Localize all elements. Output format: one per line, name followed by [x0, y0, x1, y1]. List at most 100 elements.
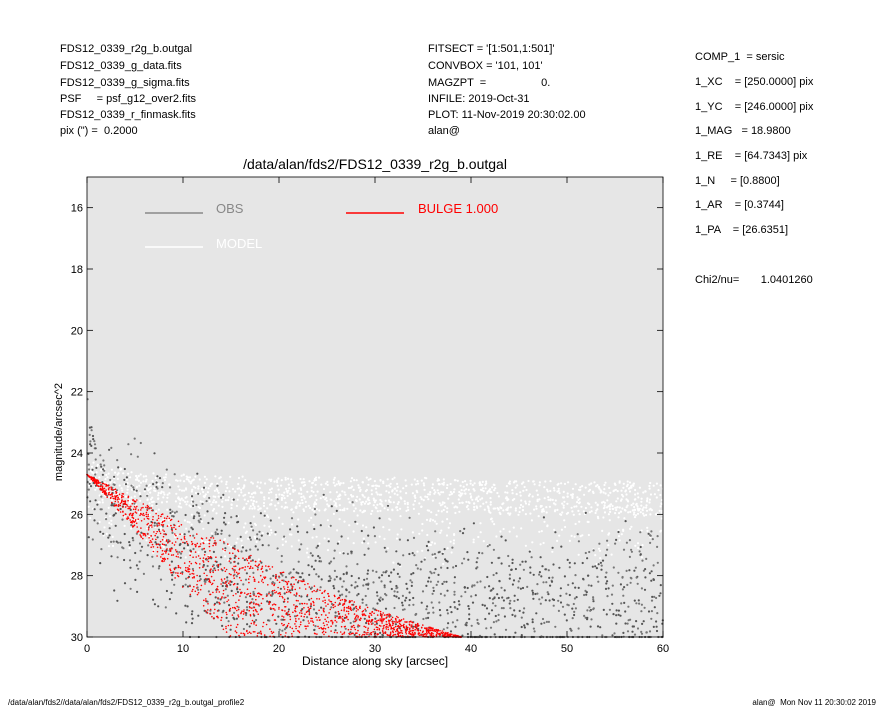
model-point: [587, 533, 591, 537]
bulge-point: [222, 593, 225, 595]
header-middle-line: FITSECT = '[1:501,1:501]': [428, 43, 555, 55]
obs-point: [121, 546, 124, 549]
bulge-point: [372, 631, 375, 633]
bulge-point: [232, 594, 235, 597]
model-point: [148, 513, 151, 516]
obs-point: [647, 532, 650, 535]
model-point: [597, 486, 600, 489]
model-point: [576, 501, 579, 504]
bulge-point: [422, 624, 424, 626]
model-point: [603, 488, 606, 491]
bulge-point: [235, 593, 237, 595]
obs-point: [463, 557, 466, 560]
bulge-point: [119, 502, 122, 505]
obs-point: [116, 459, 119, 462]
model-point: [611, 504, 614, 508]
model-point: [280, 484, 283, 487]
obs-point: [190, 613, 193, 616]
model-point: [640, 500, 643, 503]
obs-point: [395, 550, 398, 553]
model-point: [211, 501, 215, 504]
obs-point: [156, 475, 159, 478]
obs-point: [538, 573, 541, 576]
bulge-point: [306, 594, 309, 596]
model-point: [230, 507, 233, 510]
bulge-point: [169, 548, 171, 550]
bulge-point: [364, 614, 367, 617]
header-middle-line: INFILE: 2019-Oct-31: [428, 93, 530, 105]
model-point: [230, 503, 233, 506]
model-point: [292, 511, 295, 514]
bulge-point: [361, 635, 363, 637]
bulge-point: [289, 626, 292, 628]
param-yc: 1_YC = [246.0000] pix: [695, 101, 814, 113]
model-point: [244, 493, 247, 496]
bulge-point: [87, 474, 89, 477]
model-point: [579, 535, 582, 538]
model-point: [202, 490, 205, 494]
model-point: [237, 476, 241, 480]
model-point: [338, 551, 342, 555]
model-point: [507, 506, 510, 509]
bulge-point: [353, 613, 356, 615]
model-point: [627, 500, 630, 503]
bulge-point: [238, 634, 240, 637]
bulge-point: [141, 514, 144, 516]
bulge-point: [186, 542, 189, 545]
obs-point: [283, 535, 286, 538]
model-point: [642, 512, 645, 515]
obs-point: [511, 613, 514, 617]
model-point: [304, 505, 308, 508]
bulge-point: [247, 565, 249, 568]
obs-point: [596, 625, 600, 628]
model-point: [144, 475, 148, 478]
model-point: [367, 502, 370, 506]
bulge-point: [443, 633, 446, 635]
model-point: [338, 494, 341, 498]
obs-point: [91, 468, 94, 471]
bulge-point: [261, 565, 264, 568]
obs-point: [277, 615, 280, 618]
model-point: [568, 539, 572, 543]
model-point: [449, 540, 452, 543]
obs-point: [446, 560, 449, 563]
model-point: [649, 493, 653, 496]
bulge-point: [177, 564, 180, 567]
bulge-point: [390, 625, 392, 627]
model-point: [370, 489, 373, 492]
obs-point: [157, 567, 160, 570]
model-point: [469, 492, 472, 495]
obs-point: [235, 617, 238, 620]
bulge-point: [379, 614, 382, 617]
bulge-point: [156, 530, 158, 533]
model-point: [426, 533, 429, 537]
model-point: [618, 506, 621, 509]
model-point: [270, 478, 273, 481]
model-point: [655, 482, 659, 485]
model-point: [252, 515, 255, 518]
obs-point: [361, 598, 364, 601]
model-point: [162, 491, 165, 494]
model-point: [202, 495, 205, 498]
model-point: [570, 506, 573, 509]
bulge-point: [163, 530, 165, 533]
obs-point: [184, 604, 187, 607]
obs-point: [549, 584, 552, 587]
bulge-point: [153, 531, 155, 533]
obs-point: [204, 568, 207, 571]
bulge-point: [114, 497, 117, 499]
obs-point: [269, 519, 272, 522]
model-point: [110, 523, 113, 526]
bulge-point: [316, 619, 318, 621]
model-point: [326, 519, 329, 522]
model-point: [493, 489, 496, 492]
model-point: [184, 487, 188, 490]
model-point: [416, 480, 419, 483]
bulge-point: [355, 632, 357, 634]
model-point: [396, 493, 399, 496]
bulge-point: [233, 577, 235, 579]
model-point: [549, 480, 552, 483]
obs-point: [319, 560, 323, 563]
obs-point: [384, 592, 387, 596]
bulge-point: [210, 556, 213, 559]
